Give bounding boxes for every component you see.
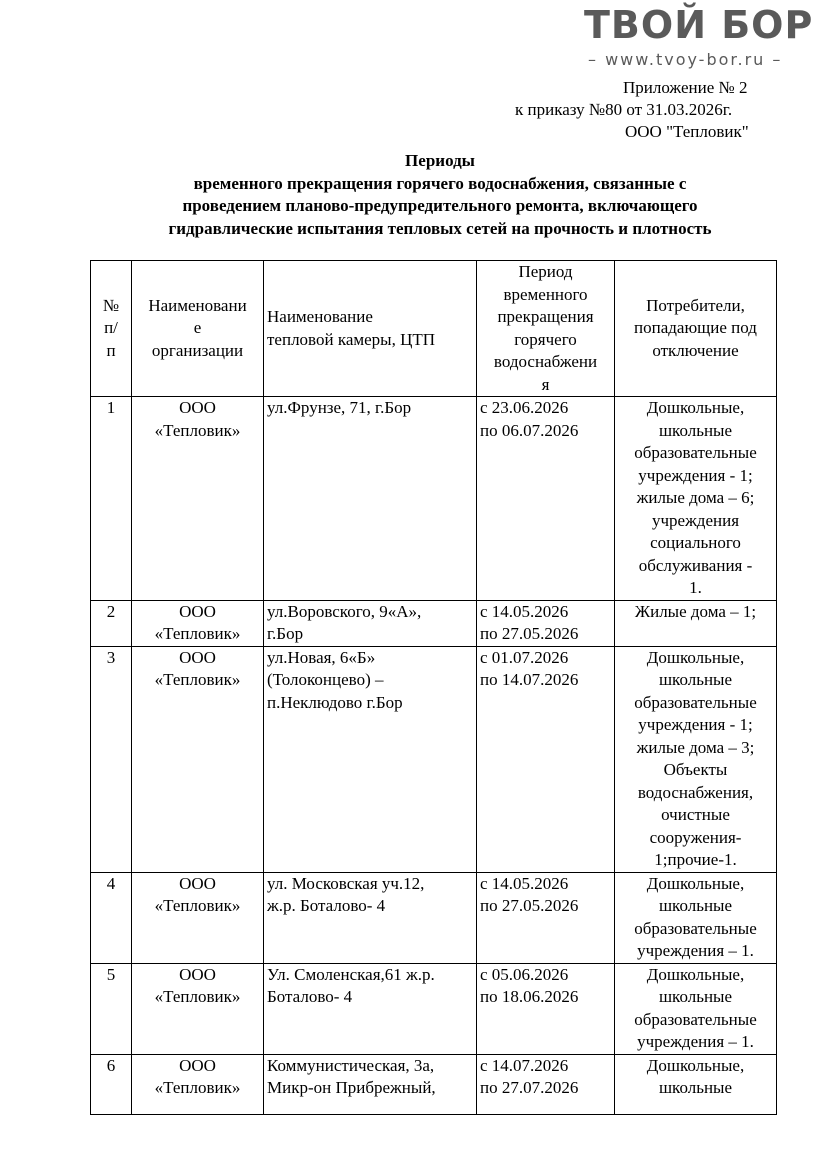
table-row: 1 ООО «Тепловик» ул.Фрунзе, 71, г.Бор с 23.…	[90, 396, 777, 601]
row-consumers: Дошкольные, школьные образовательные учр…	[614, 645, 777, 873]
outage-table: № п/ п Наименовани е организации Наимено…	[90, 260, 777, 1115]
table-row: 2 ООО «Тепловик» ул.Воровского, 9«А», г.Бо…	[90, 599, 777, 647]
row-organization: ООО «Тепловик»	[131, 599, 264, 647]
appendix-number: Приложение № 2	[623, 78, 748, 97]
row-heat-chamber: ул.Фрунзе, 71, г.Бор	[263, 396, 477, 601]
row-number: 1	[90, 396, 132, 601]
row-organization: ООО «Тепловик»	[131, 396, 264, 601]
row-heat-chamber: Коммунистическая, 3а, Микр-он Прибрежный…	[263, 1053, 477, 1115]
table-row: 5 ООО «Тепловик» Ул. Смоленская,61 ж.р. Бо…	[90, 962, 777, 1055]
watermark-url: – www.tvoy-bor.ru –	[588, 50, 783, 69]
row-number: 5	[90, 962, 132, 1055]
row-period: с 14.05.2026 по 27.05.2026	[476, 599, 615, 647]
col-period: Период временного прекращения горячего в…	[476, 260, 615, 397]
row-organization: ООО «Тепловик»	[131, 871, 264, 964]
col-consumers: Потребители, попадающие под отключение	[614, 260, 777, 397]
row-period: с 23.06.2026 по 06.07.2026	[476, 396, 615, 601]
row-period: с 01.07.2026 по 14.07.2026	[476, 645, 615, 873]
row-organization: ООО «Тепловик»	[131, 645, 264, 873]
row-number: 3	[90, 645, 132, 873]
row-organization: ООО «Тепловик»	[131, 962, 264, 1055]
table-row: 3 ООО «Тепловик» ул.Новая, 6«Б» (Толоконце…	[90, 645, 777, 873]
row-heat-chamber: ул. Московская уч.12, ж.р. Боталово- 4	[263, 871, 477, 964]
row-heat-chamber: Ул. Смоленская,61 ж.р. Боталово- 4	[263, 962, 477, 1055]
watermark-logo: ТВОЙ БОР	[584, 3, 814, 47]
document-title: Периоды временного прекращения горячего …	[168, 151, 712, 238]
col-heat-chamber: Наименование тепловой камеры, ЦТП	[263, 260, 477, 397]
row-consumers: Дошкольные, школьные образовательные учр…	[614, 871, 777, 964]
row-heat-chamber: ул.Новая, 6«Б» (Толоконцево) – п.Неклюдо…	[263, 645, 477, 873]
row-number: 2	[90, 599, 132, 647]
row-organization: ООО «Тепловик»	[131, 1053, 264, 1115]
organization-name: ООО "Тепловик"	[625, 122, 749, 141]
table-row: 6 ООО «Тепловик» Коммунистическая, 3а, Мик…	[90, 1053, 777, 1115]
row-consumers: Дошкольные, школьные образовательные учр…	[614, 396, 777, 601]
row-consumers: Дошкольные, школьные образовательные учр…	[614, 962, 777, 1055]
order-reference: к приказу №80 от 31.03.2026г.	[515, 100, 733, 119]
row-period: с 14.07.2026 по 27.07.2026	[476, 1053, 615, 1115]
row-period: с 14.05.2026 по 27.05.2026	[476, 871, 615, 964]
col-number: № п/ п	[90, 260, 132, 397]
row-period: с 05.06.2026 по 18.06.2026	[476, 962, 615, 1055]
row-consumers: Дошкольные, школьные	[614, 1053, 777, 1115]
row-heat-chamber: ул.Воровского, 9«А», г.Бор	[263, 599, 477, 647]
row-number: 4	[90, 871, 132, 964]
row-consumers: Жилые дома – 1;	[614, 599, 777, 647]
col-organization: Наименовани е организации	[131, 260, 264, 397]
table-header-row: № п/ п Наименовани е организации Наимено…	[90, 260, 777, 397]
table-row: 4 ООО «Тепловик» ул. Московская уч.12, ж.р…	[90, 871, 777, 964]
row-number: 6	[90, 1053, 132, 1115]
